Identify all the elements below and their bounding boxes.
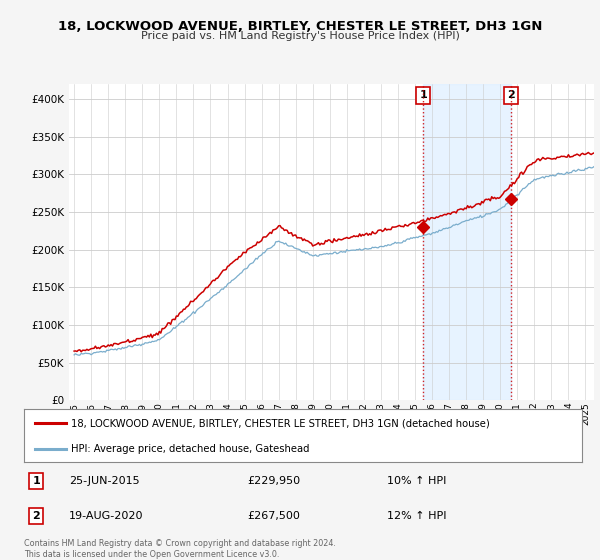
- Text: Price paid vs. HM Land Registry's House Price Index (HPI): Price paid vs. HM Land Registry's House …: [140, 31, 460, 41]
- Text: 12% ↑ HPI: 12% ↑ HPI: [387, 511, 446, 521]
- Text: £229,950: £229,950: [247, 476, 301, 486]
- Text: 25-JUN-2015: 25-JUN-2015: [68, 476, 139, 486]
- Text: 18, LOCKWOOD AVENUE, BIRTLEY, CHESTER LE STREET, DH3 1GN (detached house): 18, LOCKWOOD AVENUE, BIRTLEY, CHESTER LE…: [71, 418, 490, 428]
- Text: 1: 1: [419, 90, 427, 100]
- Text: 10% ↑ HPI: 10% ↑ HPI: [387, 476, 446, 486]
- Text: Contains HM Land Registry data © Crown copyright and database right 2024.
This d: Contains HM Land Registry data © Crown c…: [24, 539, 336, 559]
- Text: 2: 2: [32, 511, 40, 521]
- Text: £267,500: £267,500: [247, 511, 300, 521]
- Text: 18, LOCKWOOD AVENUE, BIRTLEY, CHESTER LE STREET, DH3 1GN: 18, LOCKWOOD AVENUE, BIRTLEY, CHESTER LE…: [58, 20, 542, 32]
- Text: 19-AUG-2020: 19-AUG-2020: [68, 511, 143, 521]
- Text: HPI: Average price, detached house, Gateshead: HPI: Average price, detached house, Gate…: [71, 444, 310, 454]
- Text: 2: 2: [507, 90, 515, 100]
- Bar: [423, 84, 511, 400]
- Text: 1: 1: [32, 476, 40, 486]
